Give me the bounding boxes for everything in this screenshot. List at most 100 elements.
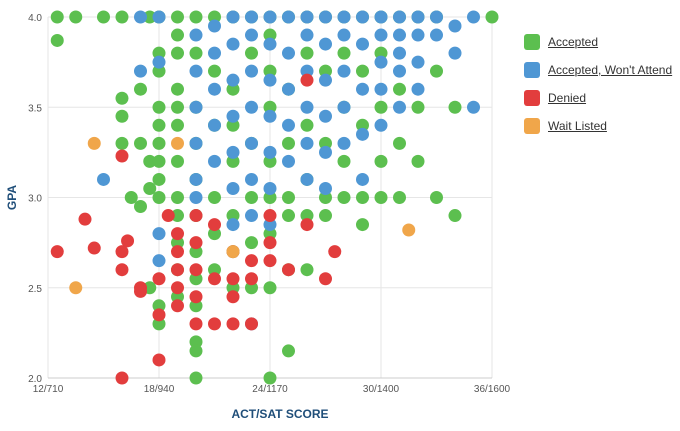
point-series-1-57 <box>337 10 351 24</box>
point-series-1-12 <box>189 191 203 204</box>
point-series-1-5 <box>152 227 166 241</box>
point-series-2-28 <box>226 272 240 286</box>
legend-label-3: Wait Listed <box>548 119 607 133</box>
point-series-0-73 <box>263 100 277 114</box>
point-series-1-45 <box>300 10 314 24</box>
point-series-0-67 <box>245 191 258 204</box>
point-series-0-96 <box>319 209 332 223</box>
point-series-0-2 <box>69 10 83 24</box>
point-series-2-5 <box>115 263 129 277</box>
point-series-0-71 <box>263 28 277 42</box>
point-series-1-33 <box>263 10 277 24</box>
point-series-1-54 <box>319 109 332 123</box>
point-series-0-0 <box>50 10 64 24</box>
point-series-1-15 <box>208 82 221 96</box>
point-series-1-66 <box>356 172 369 186</box>
point-series-2-26 <box>208 317 221 331</box>
point-series-1-70 <box>374 82 388 96</box>
point-series-0-88 <box>300 118 314 132</box>
point-series-1-11 <box>189 172 203 186</box>
legend-swatch-2 <box>524 90 540 106</box>
point-series-1-6 <box>152 254 166 268</box>
point-series-0-105 <box>356 191 369 204</box>
point-series-1-55 <box>319 145 332 159</box>
point-series-0-7 <box>115 136 129 150</box>
point-series-1-30 <box>245 172 258 186</box>
point-series-1-29 <box>245 136 258 150</box>
point-series-0-90 <box>300 209 314 223</box>
point-series-0-36 <box>171 236 184 250</box>
point-series-0-111 <box>374 191 388 204</box>
point-series-2-21 <box>189 263 203 277</box>
point-series-0-69 <box>245 281 258 295</box>
point-series-0-65 <box>245 46 258 60</box>
point-series-1-17 <box>208 154 221 168</box>
point-series-2-10 <box>152 308 166 322</box>
point-series-3-2 <box>171 136 184 150</box>
point-series-1-61 <box>337 136 351 150</box>
point-series-0-31 <box>171 100 184 114</box>
point-series-2-4 <box>115 245 129 259</box>
point-series-0-21 <box>152 136 166 150</box>
legend-item-1[interactable]: Accepted, Won't Attend <box>524 56 672 84</box>
point-series-1-81 <box>430 10 443 24</box>
point-series-1-71 <box>374 118 388 132</box>
point-series-0-25 <box>152 299 166 313</box>
legend-swatch-3 <box>524 118 540 134</box>
point-series-1-50 <box>300 172 314 186</box>
point-series-1-37 <box>263 145 277 159</box>
point-series-0-23 <box>152 172 166 186</box>
point-series-0-6 <box>115 109 129 123</box>
point-series-1-78 <box>411 28 425 42</box>
point-series-0-38 <box>171 290 184 304</box>
point-series-0-39 <box>189 10 203 24</box>
legend-label-1: Accepted, Won't Attend <box>548 63 673 77</box>
point-series-2-38 <box>300 218 314 232</box>
point-series-2-32 <box>245 272 258 286</box>
x-tick-label-4: 36/1600 <box>474 384 511 395</box>
legend-item-0[interactable]: Accepted <box>524 28 672 56</box>
point-series-0-74 <box>263 154 277 168</box>
point-series-0-113 <box>393 82 406 96</box>
point-series-1-38 <box>263 181 277 195</box>
legend-item-3[interactable]: Wait Listed <box>524 112 672 140</box>
point-series-2-37 <box>282 263 295 277</box>
y-tick-label-2: 3.0 <box>28 194 42 205</box>
point-series-3-0 <box>87 136 101 150</box>
point-series-1-67 <box>374 10 388 24</box>
point-series-2-25 <box>208 272 221 286</box>
point-series-1-65 <box>356 127 369 141</box>
point-series-0-76 <box>263 227 277 241</box>
point-series-0-8 <box>124 191 138 204</box>
point-series-1-86 <box>467 100 480 114</box>
point-series-0-33 <box>171 154 184 168</box>
point-series-0-114 <box>393 136 406 150</box>
point-series-0-120 <box>430 64 443 78</box>
point-series-1-1 <box>134 10 147 24</box>
point-series-2-6 <box>121 234 135 248</box>
point-series-0-52 <box>208 64 221 78</box>
point-series-2-30 <box>226 317 240 331</box>
point-series-0-49 <box>189 344 203 358</box>
point-series-0-51 <box>208 10 221 24</box>
point-series-2-12 <box>152 272 166 286</box>
point-series-2-31 <box>245 254 258 268</box>
point-series-0-54 <box>208 191 221 204</box>
point-series-1-60 <box>337 100 351 114</box>
point-series-0-61 <box>226 209 240 223</box>
point-series-1-2 <box>134 64 147 78</box>
point-series-2-9 <box>134 284 147 298</box>
point-series-0-45 <box>189 245 203 259</box>
x-tick-label-2: 24/1170 <box>252 384 288 395</box>
point-series-0-48 <box>189 335 203 349</box>
point-series-2-20 <box>189 236 203 250</box>
legend-label-0: Accepted <box>548 35 599 49</box>
legend-item-2[interactable]: Denied <box>524 84 672 112</box>
point-series-1-35 <box>263 73 277 87</box>
point-series-2-35 <box>263 236 277 250</box>
point-series-1-80 <box>411 82 425 96</box>
point-series-1-72 <box>393 10 406 24</box>
point-series-0-17 <box>152 46 166 60</box>
point-series-2-14 <box>171 227 184 241</box>
